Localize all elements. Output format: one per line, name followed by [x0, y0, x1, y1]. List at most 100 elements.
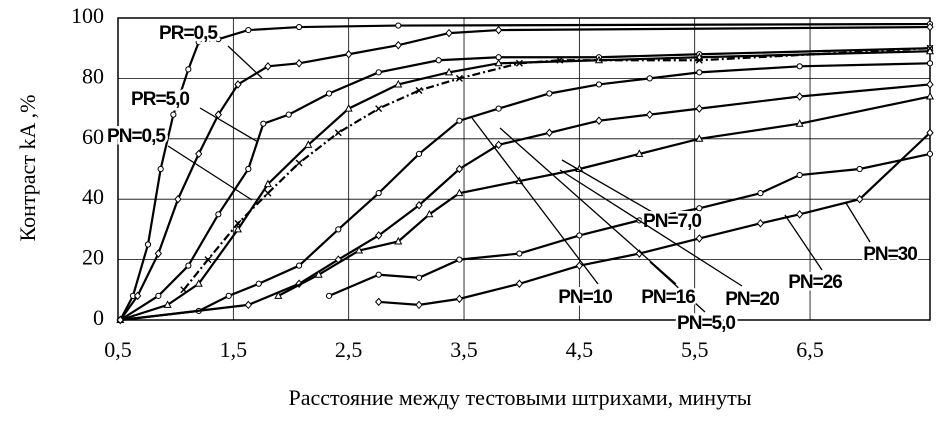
line: [120, 83, 931, 322]
point: [233, 224, 242, 233]
series-label: PN=10: [558, 287, 612, 308]
point: [646, 110, 654, 119]
point: [757, 190, 764, 197]
y-tick-label: 0: [93, 305, 104, 330]
point: [415, 200, 423, 210]
point: [174, 194, 182, 204]
point: [133, 291, 142, 301]
line: [120, 62, 931, 322]
point: [344, 104, 353, 112]
leader-line: [845, 202, 871, 243]
leader-line: [499, 127, 677, 285]
point: [494, 58, 503, 67]
series-label: PN=7,0: [643, 211, 701, 232]
point: [695, 234, 703, 243]
point: [375, 69, 382, 76]
point: [295, 59, 303, 68]
point: [795, 119, 804, 127]
point: [796, 210, 804, 219]
point: [215, 211, 222, 218]
series-label: PN=30: [863, 244, 917, 265]
point: [185, 262, 192, 269]
point: [325, 292, 333, 299]
point: [285, 111, 292, 118]
series-label: PN=0,5: [107, 126, 166, 147]
point: [325, 90, 333, 97]
point: [926, 22, 934, 32]
point: [116, 315, 124, 325]
point: [415, 300, 423, 310]
point: [576, 232, 583, 239]
point: [195, 39, 202, 46]
point: [856, 165, 863, 173]
point: [425, 209, 434, 218]
point: [455, 74, 463, 82]
point: [225, 292, 232, 299]
point: [556, 56, 564, 64]
series-label: PN=20: [725, 289, 779, 310]
point: [796, 63, 803, 70]
point: [394, 236, 403, 245]
point: [455, 164, 464, 174]
x-tick-label: 1,5: [220, 337, 248, 362]
point: [455, 294, 464, 304]
line: [277, 95, 931, 297]
point: [355, 245, 364, 254]
point: [295, 23, 303, 31]
point: [180, 286, 188, 294]
point: [516, 250, 523, 257]
point: [546, 90, 553, 97]
point: [855, 194, 864, 204]
leader-line: [561, 159, 653, 213]
point: [335, 226, 342, 233]
leader-line: [559, 169, 743, 287]
x-tick-label: 0,5: [104, 337, 132, 362]
point: [926, 128, 934, 138]
y-tick-label: 100: [71, 3, 104, 28]
plot-frame: [117, 17, 931, 321]
point: [375, 231, 383, 240]
point: [796, 171, 803, 179]
point: [163, 300, 172, 308]
point: [375, 190, 382, 197]
point: [304, 140, 313, 148]
point: [545, 128, 554, 138]
point: [144, 241, 152, 248]
point: [646, 75, 653, 82]
point: [157, 165, 164, 173]
leader-line: [227, 45, 263, 79]
point: [925, 91, 935, 100]
point: [435, 57, 442, 64]
y-tick-label: 60: [82, 124, 104, 149]
point: [245, 26, 252, 34]
point: [455, 188, 464, 197]
point: [260, 120, 267, 127]
y-axis-label: Контраст kA ,%: [15, 95, 40, 242]
point: [494, 25, 503, 35]
point: [415, 86, 423, 94]
leader-line: [199, 107, 259, 143]
point: [926, 60, 934, 67]
leader-line: [167, 145, 253, 201]
y-tick-label: 40: [82, 184, 104, 209]
point: [696, 69, 703, 76]
point: [264, 62, 272, 71]
point: [345, 49, 353, 59]
point: [375, 271, 382, 278]
point: [494, 140, 503, 150]
point: [185, 66, 192, 73]
point: [456, 256, 463, 263]
point: [234, 80, 242, 89]
point: [796, 92, 804, 101]
point: [595, 116, 603, 125]
point: [274, 291, 283, 299]
point: [415, 150, 423, 157]
point: [334, 129, 342, 137]
point: [695, 104, 703, 113]
x-axis-label: Расстояние между тестовыми штрихами, мин…: [289, 385, 752, 410]
point: [295, 159, 303, 167]
series-label: PN=5,0: [677, 313, 735, 334]
point: [445, 28, 453, 38]
point: [394, 79, 403, 88]
line: [119, 25, 931, 321]
